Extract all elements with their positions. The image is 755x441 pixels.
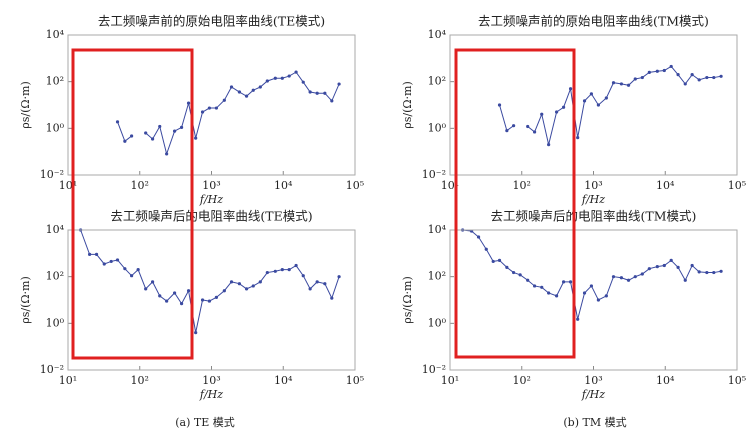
y-tick-label: 10⁻²	[422, 363, 446, 376]
highlight-box	[454, 48, 576, 359]
x-tick-label: 10¹	[441, 374, 459, 387]
plot-frame	[67, 229, 356, 371]
plot-frame	[449, 229, 738, 371]
y-axis-label: ρs/(Ω·m)	[401, 276, 414, 323]
chart-title: 去工频噪声后的电阻率曲线(TE模式)	[110, 209, 312, 224]
data-point	[719, 269, 723, 273]
x-tick-label: 10⁵	[728, 374, 746, 387]
x-axis-label: f/Hz	[581, 193, 605, 206]
data-line	[80, 229, 340, 333]
y-tick-label: 10⁻²	[40, 363, 64, 376]
x-tick-label: 10⁴	[656, 179, 675, 192]
x-axis-label: f/Hz	[199, 388, 223, 401]
plot-frame	[449, 34, 738, 176]
chart-title: 去工频噪声后的电阻率曲线(TM模式)	[491, 209, 697, 224]
y-tick-label: 10⁻²	[40, 168, 64, 181]
caption: (a) TE 模式	[175, 416, 235, 429]
x-axis-label: f/Hz	[581, 388, 605, 401]
x-axis-label: f/Hz	[199, 193, 223, 206]
chart-title: 去工频噪声前的原始电阻率曲线(TM模式)	[478, 14, 709, 29]
y-tick-label: 10⁰	[428, 121, 447, 134]
x-tick-label: 10⁵	[728, 179, 746, 192]
x-tick-label: 10³	[202, 179, 220, 192]
x-tick-label: 10²	[131, 374, 149, 387]
y-axis-label: ρs/(Ω·m)	[19, 81, 32, 128]
y-axis-label: ρs/(Ω·m)	[401, 81, 414, 128]
caption: (b) TM 模式	[563, 416, 626, 429]
data-point	[719, 74, 723, 78]
y-tick-label: 10⁻²	[422, 168, 446, 181]
x-tick-label: 10²	[513, 374, 531, 387]
x-tick-label: 10¹	[59, 374, 77, 387]
x-tick-label: 10⁴	[274, 179, 293, 192]
x-tick-label: 10⁴	[656, 374, 675, 387]
y-tick-label: 10⁴	[46, 28, 65, 41]
data-line	[117, 71, 340, 156]
y-tick-label: 10⁰	[46, 121, 65, 134]
y-tick-label: 10²	[46, 270, 64, 283]
chart-title: 去工频噪声前的原始电阻率曲线(TE模式)	[98, 14, 325, 29]
x-tick-label: 10³	[584, 179, 602, 192]
x-tick-label: 10²	[513, 179, 531, 192]
y-tick-label: 10²	[428, 75, 446, 88]
x-tick-label: 10⁵	[346, 179, 364, 192]
x-tick-label: 10⁵	[346, 374, 364, 387]
x-tick-label: 10²	[131, 179, 149, 192]
data-line	[499, 65, 722, 145]
y-tick-label: 10⁰	[46, 316, 65, 329]
highlight-box	[71, 48, 194, 360]
x-tick-label: 10³	[584, 374, 602, 387]
y-tick-label: 10⁴	[428, 28, 447, 41]
y-tick-label: 10²	[46, 75, 64, 88]
x-tick-label: 10⁴	[274, 374, 293, 387]
x-tick-label: 10³	[202, 374, 220, 387]
y-tick-label: 10⁴	[46, 223, 65, 236]
data-line	[462, 229, 722, 320]
y-tick-label: 10²	[428, 270, 446, 283]
y-tick-label: 10⁰	[428, 316, 447, 329]
y-tick-label: 10⁴	[428, 223, 447, 236]
y-axis-label: ρs/(Ω·m)	[19, 276, 32, 323]
plot-frame	[67, 34, 356, 176]
